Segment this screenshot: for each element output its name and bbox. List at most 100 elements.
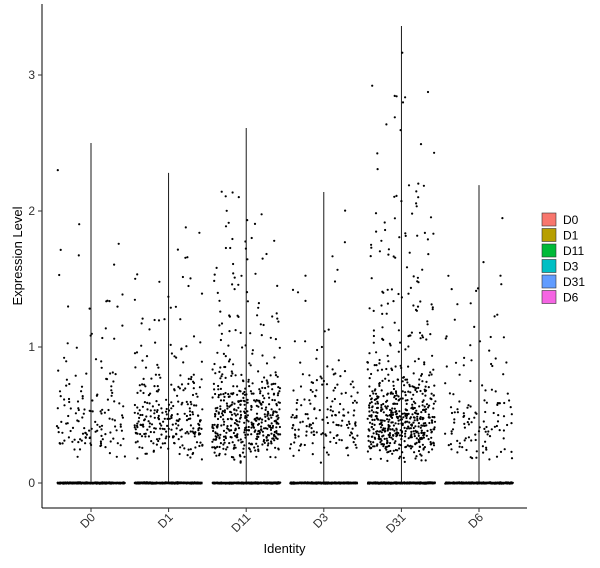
data-point xyxy=(332,436,335,440)
data-point xyxy=(178,452,181,456)
data-point xyxy=(212,429,215,433)
data-point xyxy=(376,400,379,403)
data-point xyxy=(402,456,405,459)
y-tick-label: 0 xyxy=(28,476,35,490)
data-point xyxy=(469,405,472,408)
data-point xyxy=(417,196,420,199)
data-point xyxy=(374,415,377,418)
data-point xyxy=(278,387,282,390)
data-point xyxy=(386,405,389,408)
data-point xyxy=(248,442,251,445)
data-point xyxy=(189,417,192,420)
data-point xyxy=(386,392,389,395)
data-point xyxy=(485,446,488,449)
data-point xyxy=(393,321,396,324)
data-point xyxy=(510,413,513,416)
data-point xyxy=(251,349,254,352)
data-point xyxy=(420,431,423,434)
data-point xyxy=(413,360,417,363)
data-point xyxy=(417,182,420,185)
data-point xyxy=(186,256,189,259)
data-point xyxy=(385,367,388,371)
data-point xyxy=(401,380,404,383)
data-point xyxy=(467,404,470,407)
data-point xyxy=(122,437,125,440)
data-point xyxy=(453,318,456,321)
data-point xyxy=(432,394,435,397)
data-point xyxy=(153,416,156,419)
data-point xyxy=(338,438,341,441)
data-point xyxy=(293,340,296,343)
data-point xyxy=(261,394,264,397)
data-point xyxy=(219,377,222,380)
data-point xyxy=(218,299,221,302)
data-point xyxy=(401,390,404,393)
data-point xyxy=(163,318,166,321)
data-point xyxy=(192,335,196,338)
data-point xyxy=(81,397,84,400)
data-point xyxy=(261,354,264,357)
data-point xyxy=(404,378,407,381)
data-point xyxy=(409,416,412,419)
data-point xyxy=(175,356,178,359)
data-point xyxy=(233,422,236,425)
data-point xyxy=(398,398,401,401)
data-point xyxy=(421,380,424,383)
data-point xyxy=(195,392,198,395)
data-point xyxy=(370,401,373,404)
data-point xyxy=(313,433,316,436)
data-point xyxy=(228,442,231,445)
data-point xyxy=(453,421,456,424)
data-point xyxy=(144,435,147,438)
data-point xyxy=(99,442,103,445)
data-point xyxy=(395,194,398,197)
data-point xyxy=(114,425,117,428)
data-point xyxy=(414,442,417,445)
data-point xyxy=(293,441,296,444)
data-point xyxy=(214,372,217,375)
data-point xyxy=(157,319,161,322)
data-point xyxy=(80,390,83,393)
data-point xyxy=(255,442,258,445)
data-point xyxy=(236,433,239,436)
data-point xyxy=(198,231,201,234)
data-point xyxy=(268,425,271,428)
data-point xyxy=(393,429,396,432)
data-point xyxy=(370,243,373,246)
data-point xyxy=(407,335,410,338)
data-point xyxy=(466,406,469,409)
data-point xyxy=(486,433,489,436)
data-point xyxy=(381,379,384,382)
data-point xyxy=(214,438,217,441)
data-point xyxy=(141,383,144,386)
data-point xyxy=(138,409,141,412)
data-point xyxy=(250,433,253,436)
data-point xyxy=(411,385,414,388)
data-point xyxy=(135,351,139,354)
data-point xyxy=(344,391,347,394)
data-point xyxy=(109,431,112,434)
data-point xyxy=(405,402,408,405)
data-point xyxy=(135,432,138,435)
data-point xyxy=(230,374,233,377)
data-point xyxy=(172,404,175,408)
data-point xyxy=(372,411,375,414)
data-point xyxy=(410,430,413,433)
data-point xyxy=(304,274,307,277)
data-point xyxy=(220,332,223,335)
data-point xyxy=(234,414,237,417)
data-point xyxy=(197,433,201,436)
data-point xyxy=(470,359,473,362)
data-point xyxy=(409,427,412,430)
data-point xyxy=(421,443,424,446)
data-point xyxy=(406,399,409,402)
data-point xyxy=(247,425,250,429)
data-point xyxy=(311,453,314,456)
data-point xyxy=(423,405,426,408)
data-point xyxy=(391,392,394,395)
data-point xyxy=(213,423,216,426)
data-point xyxy=(138,446,141,449)
data-point xyxy=(467,436,470,439)
data-point xyxy=(110,394,113,397)
data-point xyxy=(334,414,337,417)
